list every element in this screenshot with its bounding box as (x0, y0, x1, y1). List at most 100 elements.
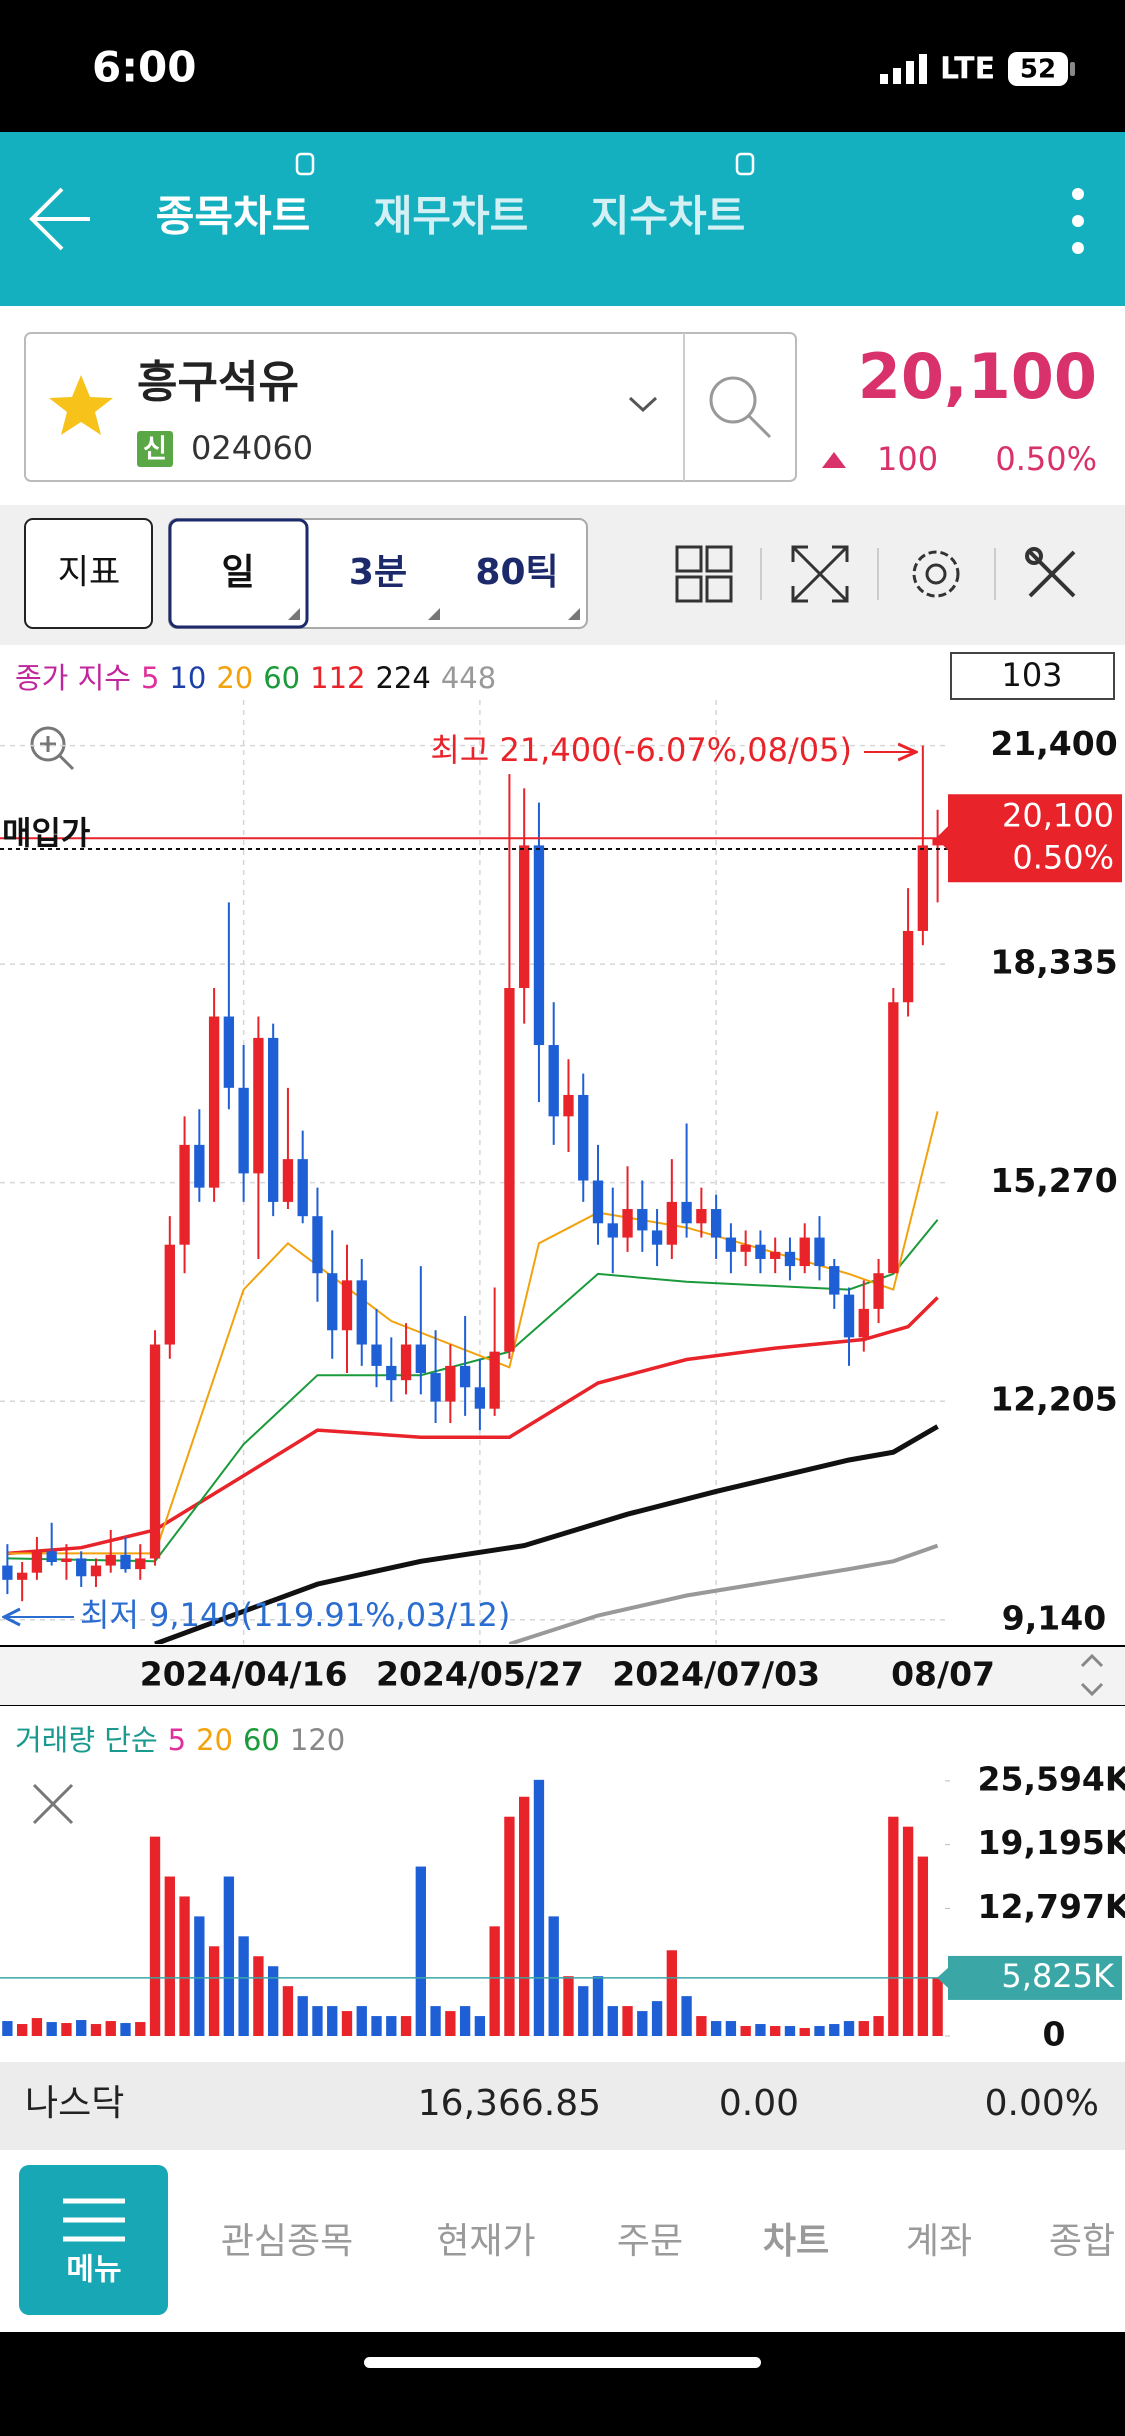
candle-body (297, 1159, 308, 1217)
volume-bar (592, 1976, 604, 2036)
dropdown[interactable] (628, 396, 658, 413)
resize-icon[interactable] (1080, 1653, 1104, 1697)
battery (1008, 52, 1068, 86)
legend-item[interactable]: 20 (196, 1723, 233, 1757)
period[interactable]: 일 (221, 552, 254, 593)
volume-bar (282, 1986, 294, 2036)
x-tick-label: 2024/05/27 (376, 1655, 584, 1694)
index-value: 16,366.85 (418, 2083, 601, 2124)
legend-item[interactable]: 20 (216, 661, 253, 695)
legend-item[interactable]: 60 (243, 1723, 280, 1757)
period[interactable]: 80틱 (475, 552, 558, 593)
volume-bar (932, 1977, 943, 2036)
candle-body (415, 1344, 426, 1374)
candle-body (61, 1558, 72, 1562)
volume-close[interactable] (32, 1783, 74, 1825)
expand-icon[interactable] (791, 545, 849, 603)
candle-body (267, 1037, 279, 1202)
nav-tab[interactable]: 주문 (617, 2221, 683, 2262)
y-tick-label: 18,335 (990, 943, 1117, 982)
legend-item[interactable]: 112 (310, 661, 365, 695)
legend-title: 종가 지수 (15, 661, 131, 695)
volume-bar (371, 2016, 382, 2036)
tab[interactable]: 지수차트 (591, 192, 746, 241)
stock-box[interactable] (24, 332, 797, 482)
candle-body (622, 1209, 633, 1238)
volume-bar (253, 1956, 264, 2036)
candle-body (282, 1159, 294, 1202)
candle-body (548, 1045, 559, 1117)
period[interactable]: 3분 (349, 552, 407, 593)
volume-tag-label: 5,825K (1001, 1957, 1115, 1995)
y-tick-label: 19,195K (978, 1823, 1125, 1862)
header (0, 132, 1125, 306)
volume-bar (445, 2011, 456, 2036)
up-arrow (822, 452, 846, 468)
index-change: 0.00 (719, 2083, 799, 2124)
tools-icon[interactable] (1025, 547, 1076, 598)
nav-tab[interactable]: 현재가 (436, 2221, 535, 2262)
volume-bar (194, 1916, 205, 2036)
volume-bar (637, 2011, 648, 2036)
volume-bar (814, 2026, 825, 2036)
nav-tabs: 관심종목 현재가 주문 차트 계좌 종합 (221, 2221, 1115, 2262)
volume-bar (2, 2021, 13, 2036)
layout-icon[interactable] (675, 545, 733, 603)
x-tick-label: 2024/04/16 (140, 1655, 348, 1694)
zoom-icon[interactable] (30, 726, 75, 771)
candle-body (563, 1094, 574, 1117)
low-note: 최저 9,140(119.91%,03/12) (80, 1596, 510, 1634)
status-bar (0, 0, 1125, 132)
candle-body (120, 1554, 131, 1570)
index-name: 나스닥 (25, 2083, 124, 2124)
badge-text: 신 (143, 435, 167, 465)
legend-item[interactable]: 224 (375, 661, 430, 695)
candle-body (2, 1565, 13, 1580)
nav-tab[interactable]: 계좌 (906, 2221, 972, 2262)
nav-tab[interactable]: 관심종목 (221, 2221, 353, 2262)
tab[interactable]: 재무차트 (374, 192, 529, 241)
candle-body (651, 1230, 663, 1245)
menu-icon (63, 2198, 125, 2242)
candle-body (637, 1209, 648, 1231)
settings-icon[interactable] (912, 550, 960, 598)
favorite-star[interactable] (49, 375, 113, 435)
volume-bar (563, 1976, 574, 2036)
legend-item[interactable]: 5 (141, 661, 159, 695)
period-selected[interactable] (168, 518, 309, 629)
tab[interactable]: 종목차트 (156, 192, 311, 241)
x-tick-label: 2024/07/03 (612, 1655, 820, 1694)
legend-title: 거래량 단순 (15, 1723, 158, 1757)
count-box[interactable] (950, 652, 1115, 700)
more-menu[interactable] (1072, 188, 1084, 254)
volume-bar (459, 2006, 471, 2036)
menu-label: 메뉴 (66, 2253, 121, 2288)
indicator-button[interactable] (24, 518, 153, 629)
stock-code: 024060 (191, 429, 313, 467)
index-bar[interactable] (0, 2062, 1125, 2150)
candle-body (371, 1344, 382, 1366)
legend-item[interactable]: 120 (290, 1723, 345, 1757)
legend-item[interactable]: 10 (169, 661, 206, 695)
back-button[interactable] (29, 187, 90, 251)
search[interactable] (709, 376, 772, 439)
legend-item[interactable]: 60 (263, 661, 300, 695)
candle-body (90, 1565, 102, 1577)
candle-body (164, 1244, 175, 1345)
nav-tab[interactable]: 차트 (763, 2221, 829, 2262)
volume-bar (519, 1796, 530, 2036)
toolbar-separator (760, 548, 996, 600)
volume-bar (548, 1916, 559, 2036)
home-indicator[interactable] (364, 2357, 761, 2368)
nav-tab[interactable]: 종합 (1049, 2221, 1115, 2262)
legend-item[interactable]: 5 (168, 1723, 186, 1757)
candle-body (725, 1237, 737, 1252)
index-change-pct: 0.00% (985, 2083, 1099, 2124)
volume-bar (297, 1996, 308, 2036)
legend-item[interactable]: 448 (441, 661, 496, 695)
moving-average (7, 1111, 939, 1555)
count: 103 (1001, 656, 1062, 694)
network: LTE (940, 52, 995, 87)
candle-body (105, 1554, 116, 1566)
volume-bar (770, 2026, 781, 2036)
